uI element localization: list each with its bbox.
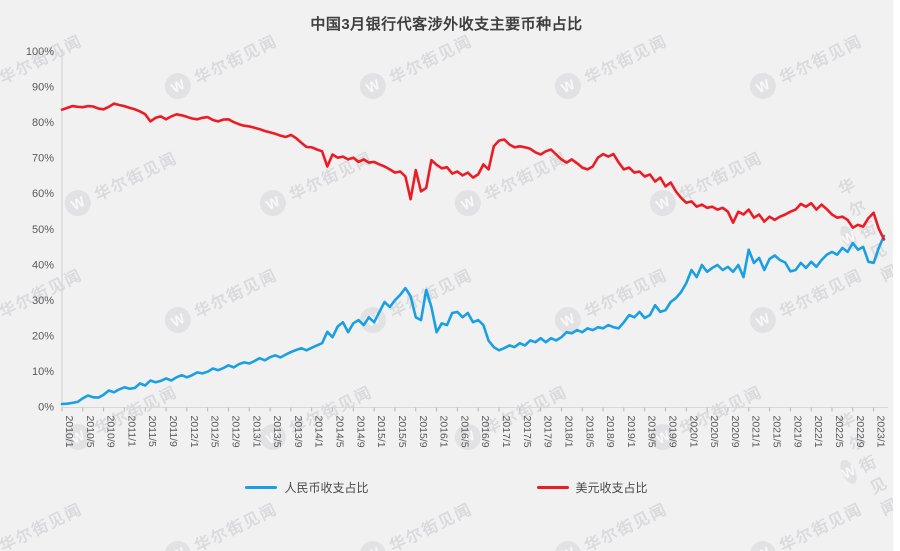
- x-tick-label: 2023/1: [875, 416, 887, 448]
- y-tick-label: 10%: [32, 366, 54, 378]
- x-tick-label: 2022/9: [854, 416, 866, 448]
- rmb-series-line: [60, 234, 886, 406]
- x-tick-label: 2015/1: [375, 416, 387, 448]
- rmb-line-swatch: [245, 486, 278, 489]
- x-tick-label: 2021/1: [750, 416, 762, 448]
- x-tick-label: 2019/1: [625, 416, 637, 448]
- x-tick-label: 2016/5: [458, 416, 470, 448]
- x-tick-label: 2019/9: [666, 416, 678, 448]
- x-tick-label: 2016/1: [438, 416, 450, 448]
- x-tick-label: 2022/1: [812, 416, 824, 448]
- x-tick-label: 2020/9: [729, 416, 741, 448]
- watermark-text: 华尔街见闻: [0, 500, 86, 551]
- x-tick-label: 2014/1: [313, 416, 325, 448]
- legend: 人民币收支占比 美元收支占比: [0, 479, 893, 496]
- legend-item-usd: 美元收支占比: [536, 479, 648, 496]
- watermark-text: 华尔街见闻: [387, 500, 476, 551]
- x-tick-label: 2013/9: [292, 416, 304, 448]
- x-tick-label: 2015/5: [396, 416, 408, 448]
- y-tick-label: 80%: [32, 117, 54, 129]
- plot-area: 0% 10% 20% 30% 40% 50% 60% 70% 80% 90% 100% 2010/1 2…: [26, 46, 888, 448]
- x-tick-label: 2017/9: [542, 416, 554, 448]
- x-tick-label: 2012/1: [188, 416, 200, 448]
- x-tick-label: 2018/1: [562, 416, 574, 448]
- y-tick-label: 100%: [26, 46, 54, 58]
- y-tick-label: 60%: [32, 188, 54, 200]
- y-tick-label: 50%: [32, 224, 54, 236]
- y-tick-label: 30%: [32, 295, 54, 307]
- watermark-text: 华尔街见闻: [192, 500, 281, 551]
- watermark-logo-icon: W: [160, 536, 196, 551]
- watermark-logo-icon: W: [550, 536, 586, 551]
- x-tick-label: 2018/9: [604, 416, 616, 448]
- x-tick-label: 2013/5: [271, 416, 283, 448]
- chart-title: 中国3月银行代客涉外收支主要币种占比: [310, 16, 583, 33]
- x-tick-label: 2017/5: [521, 416, 533, 448]
- x-tick-label: 2020/1: [687, 416, 699, 448]
- x-tick-label: 2016/9: [479, 416, 491, 448]
- x-tick-label: 2022/5: [833, 416, 845, 448]
- x-tick-label: 2012/9: [229, 416, 241, 448]
- x-tick-label: 2021/5: [771, 416, 783, 448]
- x-tick-label: 2017/1: [500, 416, 512, 448]
- x-tick-label: 2021/9: [791, 416, 803, 448]
- x-tick-label: 2010/1: [63, 416, 75, 448]
- x-tick-label: 2014/9: [354, 416, 366, 448]
- watermark-text: 华尔街见闻: [582, 500, 671, 551]
- x-tick-label: 2015/9: [417, 416, 429, 448]
- x-tick-label: 2019/5: [646, 416, 658, 448]
- x-tick-label: 2018/5: [583, 416, 595, 448]
- y-tick-label: 40%: [32, 259, 54, 271]
- y-tick-label: 20%: [32, 330, 54, 342]
- usd-line-swatch: [536, 486, 569, 489]
- y-tick-label: 0%: [38, 402, 54, 414]
- x-tick-label: 2011/1: [125, 416, 137, 447]
- x-tick-label: 2012/5: [209, 416, 221, 448]
- y-tick-label: 90%: [32, 82, 54, 94]
- usd-legend-label: 美元收支占比: [575, 481, 648, 495]
- usd-series-line: [60, 102, 886, 241]
- x-tick-label: 2011/9: [167, 416, 179, 447]
- watermark-text: 华尔街见闻: [777, 500, 866, 551]
- rmb-legend-label: 人民币收支占比: [284, 481, 369, 495]
- x-tick-label: 2014/5: [334, 416, 346, 448]
- x-tick-label: 2010/5: [84, 416, 96, 448]
- y-tick-label: 70%: [32, 153, 54, 165]
- legend-item-rmb: 人民币收支占比: [245, 479, 369, 496]
- x-tick-label: 2011/5: [146, 416, 158, 447]
- x-tick-label: 2010/9: [105, 416, 117, 448]
- watermark-logo-icon: W: [745, 536, 781, 551]
- x-tick-label: 2020/5: [708, 416, 720, 448]
- x-tick-label: 2013/1: [250, 416, 262, 448]
- watermark-logo-icon: W: [355, 536, 391, 551]
